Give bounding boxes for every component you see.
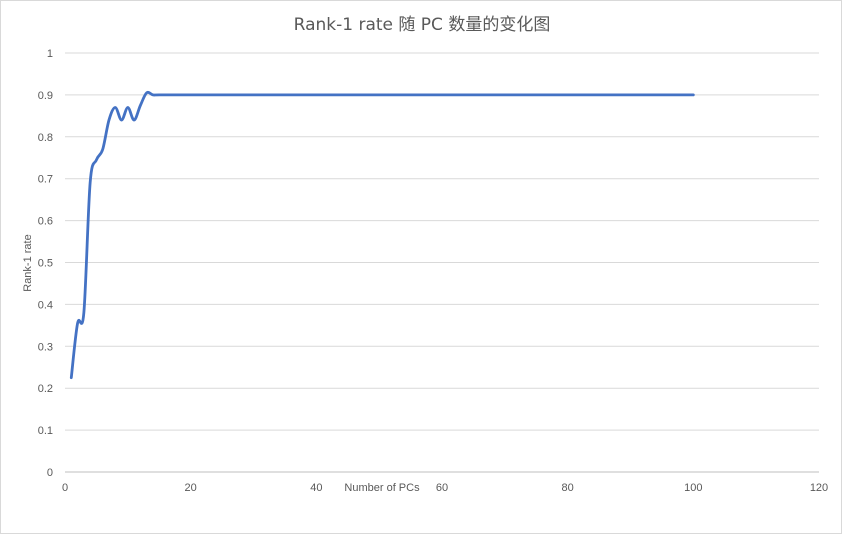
y-tick-label: 0.4 bbox=[38, 299, 53, 311]
x-tick-label: 60 bbox=[436, 482, 448, 494]
y-tick-label: 1 bbox=[47, 48, 53, 60]
series-line-0 bbox=[69, 90, 695, 380]
y-tick-label: 0.1 bbox=[38, 425, 53, 437]
y-tick-label: 0.3 bbox=[38, 341, 53, 353]
x-tick-label: 100 bbox=[684, 482, 702, 494]
x-tick-label: 40 bbox=[310, 482, 322, 494]
y-axis-ticks: 0 0.1 0.2 0.3 0.4 0.5 0.6 0.7 0.8 0.9 1 bbox=[38, 48, 53, 479]
x-axis-ticks: 0 20 40 60 80 100 120 bbox=[62, 482, 828, 494]
series-layer bbox=[69, 90, 695, 380]
chart-title: Rank-1 rate 随 PC 数量的变化图 bbox=[294, 15, 551, 35]
x-tick-label: 120 bbox=[810, 482, 828, 494]
y-tick-label: 0.7 bbox=[38, 174, 53, 186]
y-tick-label: 0.2 bbox=[38, 383, 53, 395]
x-tick-label: 20 bbox=[185, 482, 197, 494]
gridlines bbox=[65, 52, 819, 473]
x-axis-label: Number of PCs bbox=[344, 482, 420, 494]
y-tick-label: 0.5 bbox=[38, 258, 53, 270]
y-tick-label: 0.6 bbox=[38, 216, 53, 228]
x-tick-label: 0 bbox=[62, 482, 68, 494]
y-tick-label: 0.8 bbox=[38, 132, 53, 144]
y-tick-label: 0.9 bbox=[38, 90, 53, 102]
y-axis-label: Rank-1 rate bbox=[22, 234, 34, 291]
x-tick-label: 80 bbox=[562, 482, 574, 494]
y-tick-label: 0 bbox=[47, 467, 53, 479]
